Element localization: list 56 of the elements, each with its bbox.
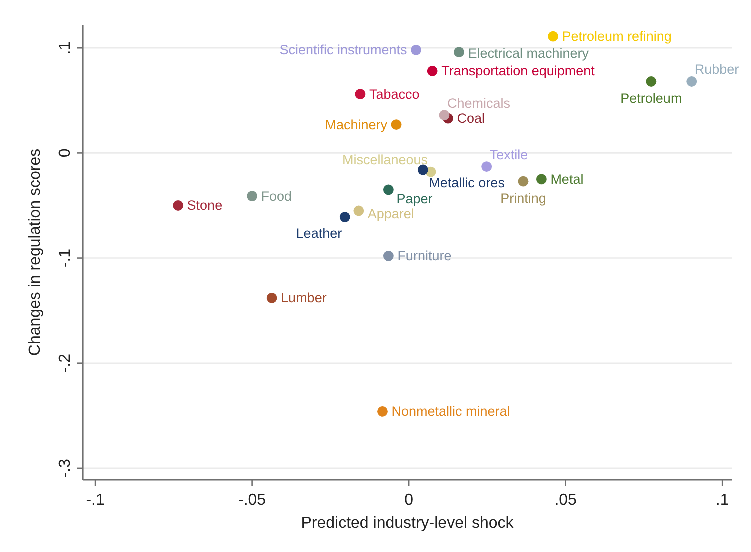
x-tick-label: 0	[404, 492, 414, 509]
point	[411, 45, 422, 56]
point	[548, 31, 558, 42]
series-label: Chemicals	[447, 96, 511, 111]
series-label: Printing	[500, 191, 546, 206]
point	[355, 89, 366, 100]
series-label: Food	[261, 188, 292, 204]
series-label: Lumber	[281, 290, 328, 306]
series-label: Furniture	[398, 248, 452, 264]
y-axis-title: Changes in regulation scores	[27, 148, 44, 356]
series-label: Tabacco	[369, 86, 420, 102]
series-label: Metal	[550, 172, 584, 187]
series-label: Miscellaneous	[342, 152, 428, 168]
x-axis-title: Predicted industry-level shock	[301, 515, 515, 532]
point	[383, 250, 394, 262]
series-label: Coal	[457, 111, 486, 126]
x-tick-label: .1	[716, 492, 730, 509]
point	[247, 191, 258, 202]
point	[383, 184, 394, 196]
x-tick-label: -.05	[238, 492, 266, 509]
series-label: Machinery	[325, 117, 388, 132]
point	[439, 110, 450, 121]
x-tick-label: .05	[554, 492, 578, 509]
series-label: Scientific instruments	[280, 42, 408, 58]
series-label: Transportation equipment	[442, 64, 596, 79]
series-label: Stone	[187, 198, 223, 214]
series-label: Rubber	[694, 62, 740, 78]
y-tick-label: .1	[57, 41, 74, 55]
point	[391, 120, 402, 130]
series-label: Electrical machinery	[468, 46, 590, 61]
series-label: Apparel	[368, 206, 414, 222]
point	[518, 176, 529, 187]
point	[536, 174, 547, 185]
point	[482, 162, 492, 172]
point	[418, 164, 428, 176]
series-label: Metallic ores	[429, 176, 506, 191]
series-label: Petroleum	[620, 91, 682, 106]
y-tick-label: -.1	[57, 248, 74, 268]
series-label: Textile	[490, 147, 528, 162]
point	[340, 212, 350, 222]
y-tick-label: -.3	[57, 459, 74, 478]
y-tick-label: 0	[57, 148, 74, 158]
point	[454, 47, 464, 58]
series-label: Nonmetallic mineral	[392, 404, 510, 420]
point	[646, 76, 657, 87]
y-tick-label: -.2	[57, 354, 74, 373]
point	[354, 206, 364, 216]
series-label: Paper	[396, 191, 434, 206]
point	[266, 293, 278, 304]
x-tick-label: -.1	[86, 492, 105, 509]
point	[378, 406, 388, 417]
series-label: Petroleum refining	[562, 29, 672, 44]
series-label: Leather	[296, 226, 343, 241]
point	[686, 76, 698, 87]
point	[173, 200, 184, 211]
point	[427, 66, 438, 76]
